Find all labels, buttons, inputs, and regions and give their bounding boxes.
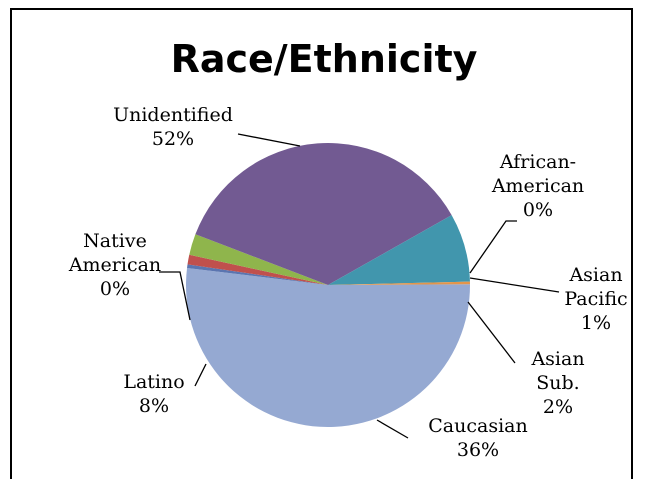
pie-slice-african-american (187, 264, 328, 285)
pie-slice-native-american (328, 281, 470, 285)
leader-line-latino (194, 363, 207, 387)
data-label-unidentified: Unidentified 52% (113, 104, 233, 150)
leader-lines (159, 133, 560, 439)
data-label-african-american: African-American 0% (491, 151, 584, 221)
leader-line-native-american (159, 271, 191, 321)
pie-slice-asian-sub- (189, 234, 328, 285)
chart-title: Race/Ethnicity (171, 37, 478, 81)
pie-slice-asian-pacific (187, 254, 328, 285)
pie-slice-latino (328, 215, 470, 285)
pie-slices (186, 142, 471, 427)
leader-line-unidentified (237, 133, 301, 147)
data-label-asian-sub-: Asian Sub. 2% (530, 348, 584, 418)
slide-border (10, 8, 633, 479)
leader-line-asian-pacific (469, 277, 560, 293)
leader-line-asian-sub- (467, 301, 516, 364)
data-label-latino: Latino 8% (123, 371, 184, 417)
pie-slice-caucasian (195, 142, 452, 285)
slice-labels: Unidentified 52% African-American 0% Asian Pa… (68, 104, 628, 461)
leader-line-caucasian (376, 419, 409, 439)
leader-line-african-american (469, 220, 517, 274)
data-label-asian-pacific: Asian Pacific 1% (564, 264, 627, 334)
data-label-caucasian: Caucasian 36% (428, 415, 527, 461)
data-label-native-american: Native American 0% (68, 230, 161, 300)
pie-slice-unidentified (186, 267, 471, 427)
